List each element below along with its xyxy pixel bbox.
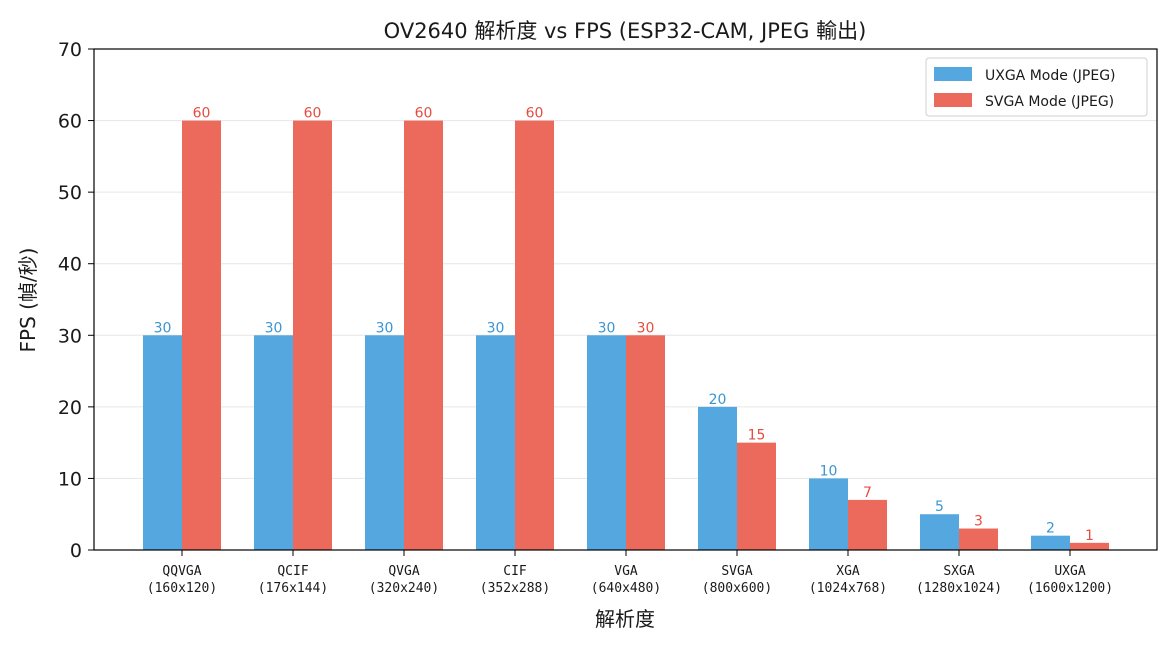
x-tick-label: (640x480)	[591, 581, 661, 596]
legend-swatch	[934, 67, 972, 81]
data-label: 20	[709, 392, 727, 408]
x-tick-label: SVGA	[721, 564, 752, 579]
y-tick-label: 20	[58, 397, 82, 419]
bars	[143, 120, 1109, 551]
x-tick-label: SXGA	[943, 564, 974, 579]
bar-series-2	[737, 442, 776, 550]
x-tick-label: XGA	[836, 564, 860, 579]
data-label: 60	[193, 106, 211, 122]
legend-box	[925, 57, 1148, 117]
x-axis-label: 解析度	[595, 607, 655, 631]
data-labels: 30 60 30 60 30 60 30 60 30 30 20 15 10 7 5 3 2 1	[154, 106, 1094, 544]
bar-series-1	[920, 514, 959, 550]
x-axis-ticks: QQVGA (160x120) QCIF (176x144) QVGA (320x240)…	[147, 550, 1113, 596]
data-label: 30	[265, 320, 283, 336]
data-label: 30	[376, 320, 394, 336]
legend-label: UXGA Mode (JPEG)	[985, 68, 1116, 84]
data-label: 60	[415, 106, 433, 122]
data-label: 7	[863, 485, 872, 501]
bar-series-1	[143, 335, 182, 550]
x-tick-label: (800x600)	[702, 581, 772, 596]
legend: UXGA Mode (JPEG) SVGA Mode (JPEG)	[925, 57, 1148, 117]
x-tick-label: (1024x768)	[809, 581, 887, 596]
y-tick-label: 60	[58, 111, 82, 133]
data-label: 60	[304, 106, 322, 122]
bar-series-1	[476, 335, 515, 550]
legend-swatch	[934, 93, 972, 107]
x-tick-label: UXGA	[1054, 564, 1085, 579]
y-tick-label: 70	[58, 39, 82, 61]
chart-title: OV2640 解析度 vs FPS (ESP32-CAM, JPEG 輸出)	[384, 19, 867, 43]
x-tick-label: (176x144)	[258, 581, 328, 596]
y-tick-label: 50	[58, 182, 82, 204]
data-label: 2	[1046, 521, 1055, 537]
x-tick-label: CIF	[503, 564, 527, 579]
bar-series-1	[698, 406, 737, 550]
x-tick-label: QQVGA	[162, 564, 201, 579]
y-tick-label: 0	[70, 540, 82, 562]
y-tick-label: 10	[58, 468, 82, 490]
y-axis-label: FPS (幀/秒)	[16, 248, 40, 353]
bar-series-1	[587, 335, 626, 550]
bar-series-2	[1070, 542, 1109, 550]
bar-series-2	[515, 120, 554, 551]
y-tick-label: 30	[58, 325, 82, 347]
legend-label: SVGA Mode (JPEG)	[985, 94, 1114, 110]
data-label: 30	[154, 320, 172, 336]
bar-series-2	[404, 120, 443, 551]
data-label: 3	[974, 514, 983, 530]
data-label: 60	[526, 106, 544, 122]
data-label: 1	[1085, 528, 1094, 544]
bar-series-1	[1031, 535, 1070, 550]
bar-series-1	[809, 478, 848, 550]
x-tick-label: (160x120)	[147, 581, 217, 596]
bar-series-1	[365, 335, 404, 550]
bar-series-2	[959, 528, 998, 550]
data-label: 5	[935, 499, 944, 515]
x-tick-label: QCIF	[277, 564, 308, 579]
x-tick-label: (1280x1024)	[916, 581, 1002, 596]
bar-series-1	[254, 335, 293, 550]
x-tick-label: (320x240)	[369, 581, 439, 596]
bar-series-2	[293, 120, 332, 551]
y-axis-ticks: 0 10 20 30 40 50 60 70	[58, 39, 94, 562]
x-tick-label: QVGA	[388, 564, 419, 579]
bar-series-2	[182, 120, 221, 551]
data-label: 30	[637, 320, 655, 336]
x-tick-label: (1600x1200)	[1027, 581, 1113, 596]
x-tick-label: (352x288)	[480, 581, 550, 596]
data-label: 15	[748, 428, 766, 444]
data-label: 30	[598, 320, 616, 336]
x-tick-label: VGA	[614, 564, 638, 579]
data-label: 10	[820, 463, 838, 479]
y-tick-label: 40	[58, 254, 82, 276]
bar-series-2	[626, 335, 665, 550]
data-label: 30	[487, 320, 505, 336]
bar-series-2	[848, 499, 887, 550]
